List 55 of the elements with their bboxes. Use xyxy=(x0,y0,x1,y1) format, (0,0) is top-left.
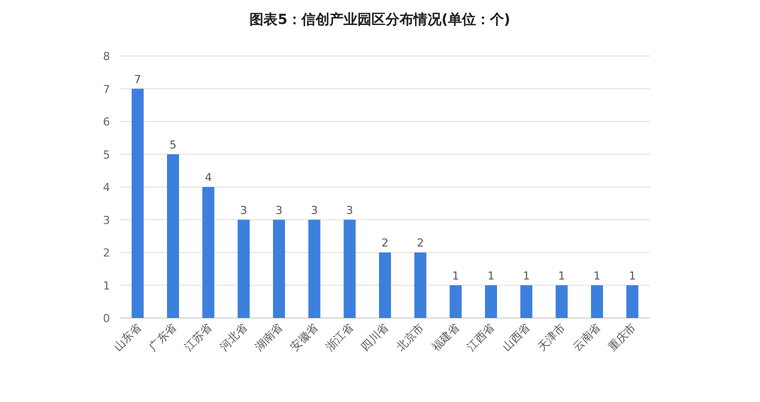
y-tick-label: 8 xyxy=(103,50,110,63)
x-tick-label: 河北省 xyxy=(217,320,250,354)
data-label: 5 xyxy=(170,138,176,152)
bar xyxy=(273,220,285,318)
bar xyxy=(308,220,320,318)
bar xyxy=(167,154,179,318)
bar xyxy=(591,285,603,318)
y-tick-label: 2 xyxy=(103,246,110,260)
x-tick-label: 浙江省 xyxy=(323,320,356,354)
y-tick-label: 5 xyxy=(103,148,110,162)
x-tick-label: 湖南省 xyxy=(252,320,286,354)
data-label: 1 xyxy=(452,269,460,282)
data-label: 2 xyxy=(416,236,424,250)
data-label: 1 xyxy=(558,269,566,282)
x-tick-label: 福建省 xyxy=(429,320,462,354)
x-tick-label: 安徽省 xyxy=(288,320,320,354)
bar xyxy=(379,252,391,318)
data-label: 1 xyxy=(488,269,494,282)
x-tick-label: 山西省 xyxy=(500,320,532,354)
bar xyxy=(202,187,214,318)
y-tick-label: 7 xyxy=(103,82,110,96)
bar xyxy=(626,285,638,318)
y-tick-label: 6 xyxy=(103,116,110,128)
data-label: 1 xyxy=(594,269,600,282)
x-tick-label: 北京市 xyxy=(394,320,426,354)
bar xyxy=(344,220,356,318)
data-label: 1 xyxy=(522,269,530,282)
y-tick-label: 3 xyxy=(103,214,110,227)
data-label: 3 xyxy=(276,204,282,217)
bar xyxy=(485,285,497,318)
x-tick-label: 江苏省 xyxy=(182,320,214,354)
data-label: 1 xyxy=(628,269,636,282)
data-label: 7 xyxy=(134,72,142,86)
data-label: 3 xyxy=(346,204,354,217)
x-tick-label: 重庆市 xyxy=(606,320,638,354)
bar xyxy=(556,285,568,318)
y-tick-label: 1 xyxy=(103,279,110,292)
data-label: 3 xyxy=(240,204,248,217)
chart-title: 图表5：信创产业园区分布情况(单位：个) xyxy=(250,11,510,28)
x-tick-label: 山东省 xyxy=(111,320,144,354)
data-label: 4 xyxy=(204,171,212,184)
data-label: 3 xyxy=(310,204,318,217)
bar xyxy=(414,252,426,318)
bar xyxy=(132,88,144,318)
x-tick-label: 广东省 xyxy=(146,320,180,354)
bar xyxy=(450,285,462,318)
y-tick-label: 4 xyxy=(103,181,110,194)
y-tick-label: 0 xyxy=(103,312,110,325)
bar xyxy=(520,285,532,318)
bar xyxy=(238,220,250,318)
x-tick-label: 江西省 xyxy=(464,320,498,354)
data-label: 2 xyxy=(382,236,388,250)
x-tick-label: 天津市 xyxy=(535,320,568,354)
x-tick-label: 云南省 xyxy=(570,320,604,354)
x-tick-label: 四川省 xyxy=(358,320,392,354)
